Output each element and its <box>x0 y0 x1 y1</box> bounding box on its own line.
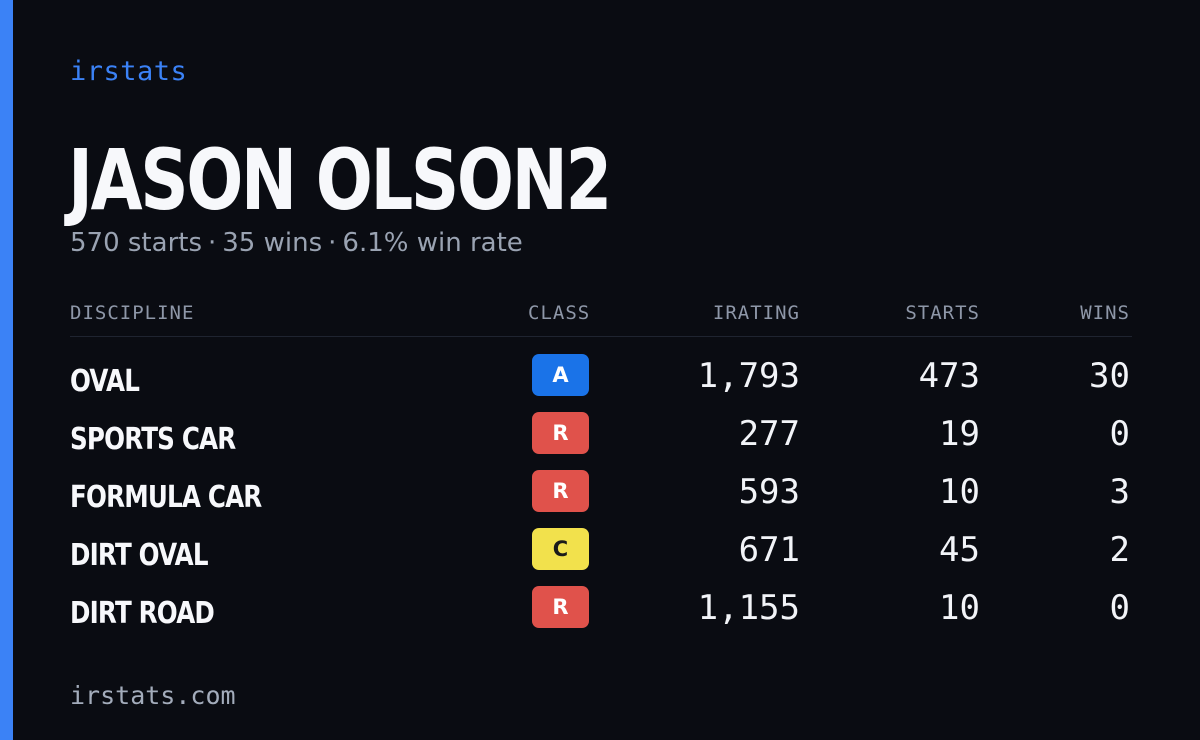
discipline-name: DIRT ROAD <box>70 596 215 631</box>
winrate-summary: 6.1% win rate <box>342 228 523 258</box>
separator: · <box>328 228 337 258</box>
table-body: OVAL A 1,793 473 30 SPORTS CAR R 277 19 … <box>70 337 1132 642</box>
separator: · <box>208 228 217 258</box>
irating-value: 671 <box>738 530 800 570</box>
wins-value: 2 <box>1109 530 1130 570</box>
table-row: DIRT ROAD R 1,155 10 0 <box>70 584 1132 642</box>
discipline-name: OVAL <box>70 364 140 399</box>
header-starts: STARTS <box>905 302 980 324</box>
class-badge: C <box>532 528 589 570</box>
header-discipline: DISCIPLINE <box>70 302 195 324</box>
stats-table: DISCIPLINE CLASS IRATING STARTS WINS OVA… <box>70 298 1132 642</box>
wins-value: 3 <box>1109 472 1130 512</box>
starts-summary: 570 starts <box>70 228 202 258</box>
wins-summary: 35 wins <box>222 228 323 258</box>
discipline-name: SPORTS CAR <box>70 422 236 457</box>
starts-value: 45 <box>939 530 980 570</box>
starts-value: 10 <box>939 588 980 628</box>
wins-value: 30 <box>1089 356 1130 396</box>
header-wins: WINS <box>1080 302 1130 324</box>
starts-value: 19 <box>939 414 980 454</box>
table-row: OVAL A 1,793 473 30 <box>70 352 1132 410</box>
irating-value: 277 <box>738 414 800 454</box>
table-header: DISCIPLINE CLASS IRATING STARTS WINS <box>70 298 1132 337</box>
brand-logo: irstats <box>70 56 188 87</box>
header-irating: IRATING <box>712 302 800 324</box>
wins-value: 0 <box>1109 588 1130 628</box>
class-badge: R <box>532 412 589 454</box>
discipline-name: DIRT OVAL <box>70 538 209 573</box>
starts-value: 473 <box>918 356 980 396</box>
class-badge: R <box>532 586 589 628</box>
footer-url: irstats.com <box>70 681 236 710</box>
irating-value: 1,155 <box>697 588 800 628</box>
starts-value: 10 <box>939 472 980 512</box>
player-summary: 570 starts · 35 wins · 6.1% win rate <box>70 228 523 258</box>
table-row: FORMULA CAR R 593 10 3 <box>70 468 1132 526</box>
header-class: CLASS <box>528 302 591 324</box>
class-badge: R <box>532 470 589 512</box>
accent-bar <box>0 0 13 740</box>
irating-value: 593 <box>738 472 800 512</box>
wins-value: 0 <box>1109 414 1130 454</box>
table-row: DIRT OVAL C 671 45 2 <box>70 526 1132 584</box>
discipline-name: FORMULA CAR <box>70 480 262 515</box>
irating-value: 1,793 <box>697 356 800 396</box>
table-row: SPORTS CAR R 277 19 0 <box>70 410 1132 468</box>
class-badge: A <box>532 354 589 396</box>
player-name: JASON OLSON2 <box>68 131 612 229</box>
